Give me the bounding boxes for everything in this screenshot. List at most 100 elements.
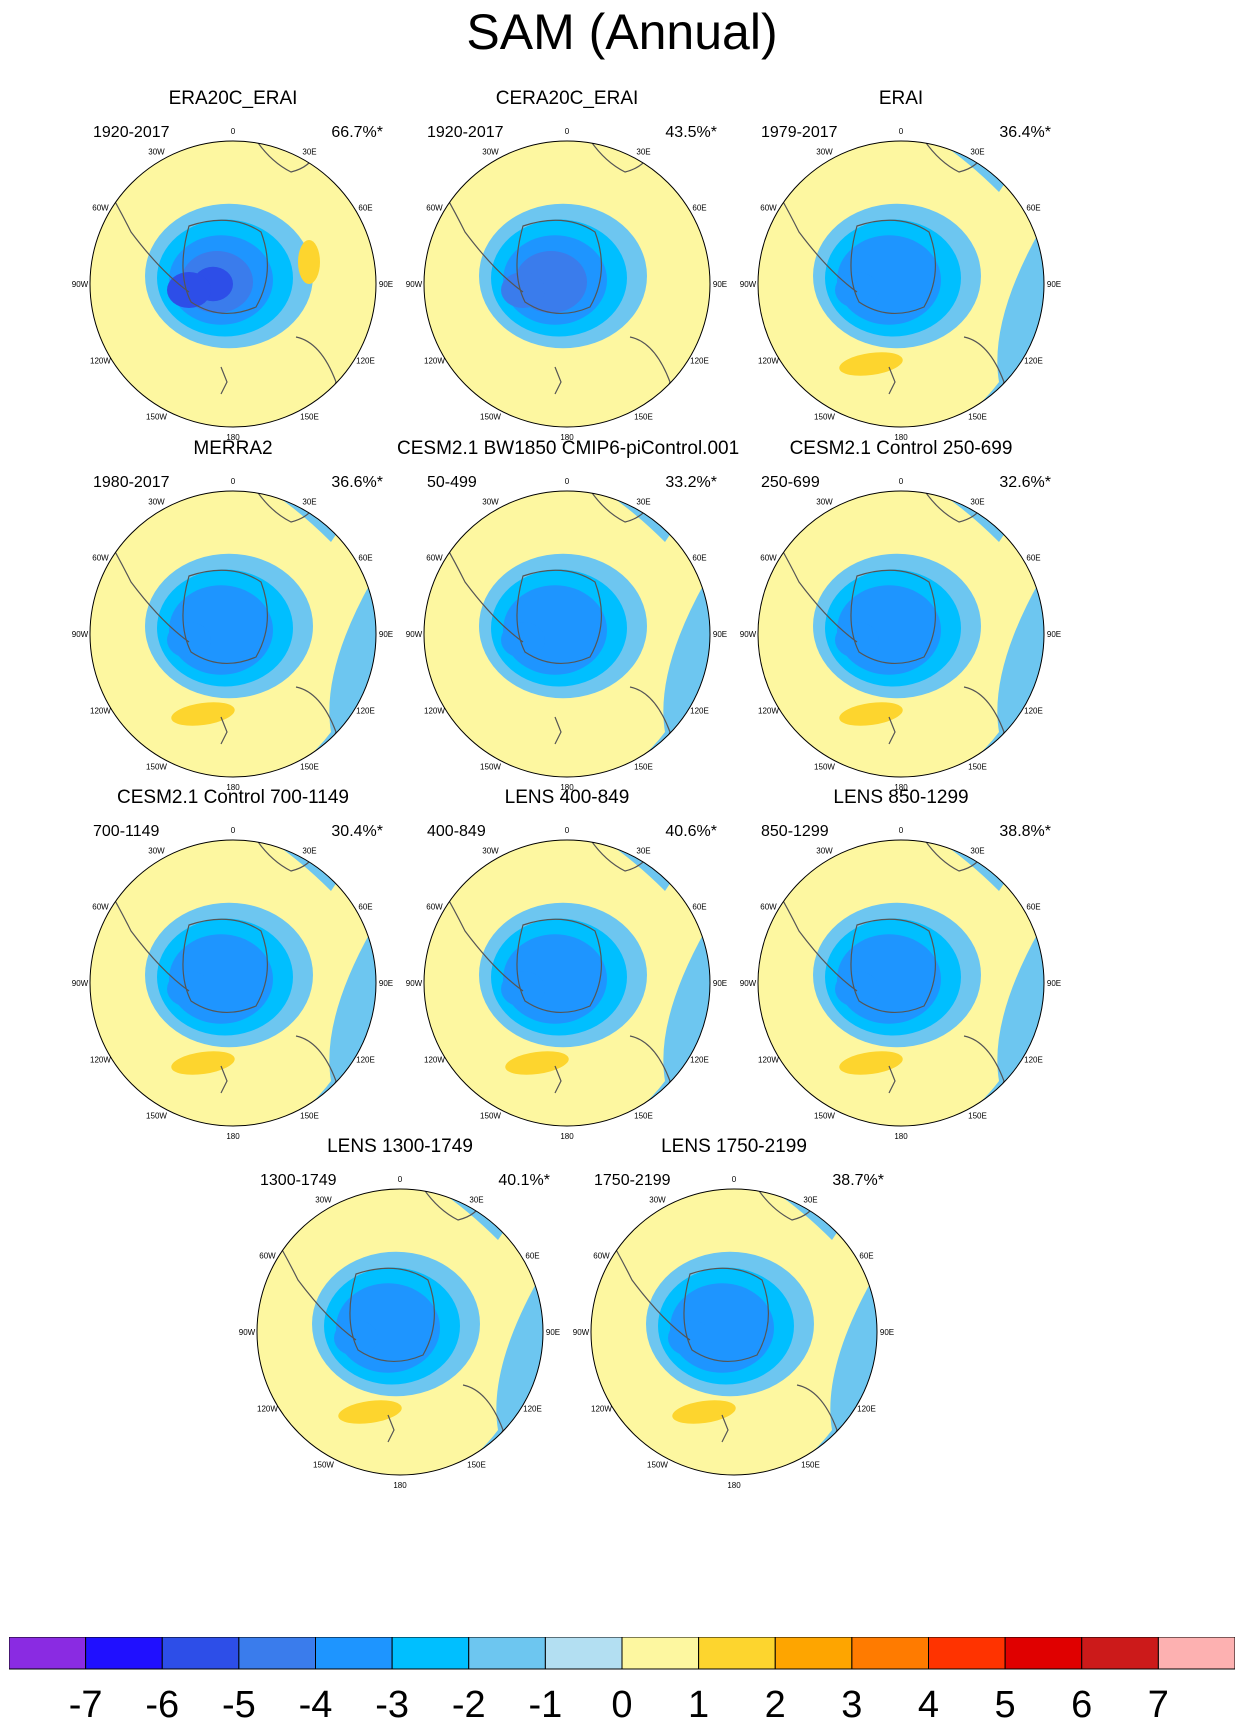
longitude-label: 120W — [424, 357, 445, 366]
longitude-label: 90E — [1047, 280, 1061, 289]
variance-label: 38.8%* — [999, 823, 1051, 840]
longitude-label: 150W — [647, 1461, 668, 1470]
longitude-label: 150W — [480, 413, 501, 422]
colorbar-tick-label: -4 — [299, 1684, 333, 1723]
map-panel: CESM2.1 Control 700-1149 700-1149 30.4%* 0 3… — [63, 787, 403, 1147]
contour-core — [835, 622, 879, 658]
australia-coastline — [624, 336, 671, 427]
variance-label: 32.6%* — [999, 474, 1051, 491]
longitude-label: 90W — [406, 630, 423, 639]
colorbar-swatch — [1157, 1637, 1235, 1670]
longitude-label: 150W — [814, 413, 835, 422]
longitude-label: 120W — [90, 707, 111, 716]
polar-map: 0 30E 60E 90E 120E 150E 180 150W 120W 90W 60W 30W — [406, 826, 727, 1141]
contour-core — [334, 1320, 378, 1356]
antarctica-coastline — [516, 219, 603, 315]
longitude-label: 180 — [393, 1481, 407, 1490]
longitude-label: 60E — [358, 903, 372, 912]
longitude-label: 120W — [758, 1056, 779, 1065]
colorbar-swatch — [85, 1637, 163, 1670]
map-border — [256, 1188, 544, 1476]
colorbar-swatch — [238, 1637, 316, 1670]
colorbar-swatch — [621, 1637, 700, 1670]
period-label: 250-699 — [761, 474, 820, 491]
positive-anomaly — [298, 240, 320, 284]
longitude-label: 120E — [857, 1405, 876, 1414]
new-zealand-coastline — [220, 366, 228, 395]
longitude-label: 120W — [424, 1056, 445, 1065]
colorbar-tick-label: 7 — [1148, 1684, 1169, 1723]
longitude-label: 90W — [573, 1328, 590, 1337]
new-zealand-coastline — [721, 1414, 729, 1443]
longitude-label: 150E — [968, 1112, 987, 1121]
longitude-label: 60E — [1026, 903, 1040, 912]
longitude-label: 90W — [72, 630, 89, 639]
new-zealand-coastline — [888, 366, 896, 395]
longitude-label: 30E — [970, 147, 984, 156]
contour-core — [501, 272, 545, 308]
variance-label: 43.5%* — [665, 124, 717, 141]
colorbar-swatch — [698, 1637, 776, 1670]
longitude-label: 90W — [740, 280, 757, 289]
map-border — [423, 490, 711, 778]
map-panel: LENS 1300-1749 1300-1749 40.1%* 0 30E 60E 90E 1… — [230, 1136, 570, 1496]
longitude-label: 30E — [970, 497, 984, 506]
longitude-label: 0 — [231, 127, 236, 136]
longitude-label: 0 — [231, 477, 236, 486]
map-panel: LENS 400-849 400-849 40.6%* 0 30E 60E 90E 120E 1… — [397, 787, 737, 1147]
longitude-label: 90E — [1047, 979, 1061, 988]
new-zealand-coastline — [888, 1065, 896, 1094]
longitude-label: 90W — [740, 630, 757, 639]
map-panel: ERA20C_ERAI 1920-2017 66.7%* 0 30E 60E 90E 120E… — [63, 88, 403, 448]
longitude-label: 180 — [560, 1132, 574, 1141]
polar-map: 0 30E 60E 90E 120E 150E 180 150W 120W 90W 60W 30W — [72, 826, 393, 1141]
longitude-label: 30W — [482, 147, 499, 156]
australia-coastline — [958, 336, 1005, 427]
australia-coastline — [457, 1384, 504, 1475]
antarctica-coastline — [683, 1267, 770, 1363]
panel-title: MERRA2 — [193, 438, 273, 459]
new-zealand-coastline — [554, 716, 562, 745]
map-border — [89, 490, 377, 778]
positive-anomaly — [839, 352, 903, 376]
longitude-label: 120E — [356, 1056, 375, 1065]
longitude-label: 120E — [690, 707, 709, 716]
positive-anomaly — [171, 702, 235, 726]
colorbar-swatch — [1004, 1637, 1083, 1670]
longitude-label: 90E — [379, 979, 393, 988]
australia-coastline — [290, 336, 337, 427]
map-panel: CESM2.1 BW1850 CMIP6-piControl.001 50-499… — [397, 438, 740, 798]
colorbar-swatch — [161, 1637, 240, 1670]
longitude-label: 150E — [467, 1461, 486, 1470]
longitude-label: 30W — [148, 147, 165, 156]
longitude-label: 180 — [894, 1132, 908, 1141]
longitude-label: 90E — [1047, 630, 1061, 639]
map-border — [590, 1188, 878, 1476]
longitude-label: 150E — [968, 413, 987, 422]
longitude-label: 30W — [315, 1195, 332, 1204]
longitude-label: 60E — [692, 204, 706, 213]
longitude-label: 30E — [302, 497, 316, 506]
longitude-label: 60W — [259, 1252, 276, 1261]
longitude-label: 120W — [90, 1056, 111, 1065]
longitude-label: 0 — [565, 826, 570, 835]
antarctica-coastline — [850, 918, 937, 1014]
colorbar-swatch — [315, 1637, 393, 1670]
longitude-label: 150W — [146, 1112, 167, 1121]
period-label: 400-849 — [427, 823, 486, 840]
longitude-label: 150W — [146, 763, 167, 772]
longitude-label: 30W — [148, 846, 165, 855]
contour-core — [167, 971, 211, 1007]
contour-core — [835, 272, 879, 308]
australia-coastline — [624, 1035, 671, 1126]
longitude-label: 60W — [760, 554, 777, 563]
longitude-label: 150E — [968, 763, 987, 772]
longitude-label: 60W — [426, 204, 443, 213]
panel-title: CESM2.1 BW1850 CMIP6-piControl.001 — [397, 438, 740, 459]
longitude-label: 60E — [859, 1252, 873, 1261]
longitude-label: 120E — [1024, 707, 1043, 716]
colorbar-tick-label: 2 — [765, 1684, 786, 1723]
positive-anomaly — [672, 1400, 736, 1424]
longitude-label: 0 — [231, 826, 236, 835]
colorbar-swatch — [928, 1637, 1006, 1670]
